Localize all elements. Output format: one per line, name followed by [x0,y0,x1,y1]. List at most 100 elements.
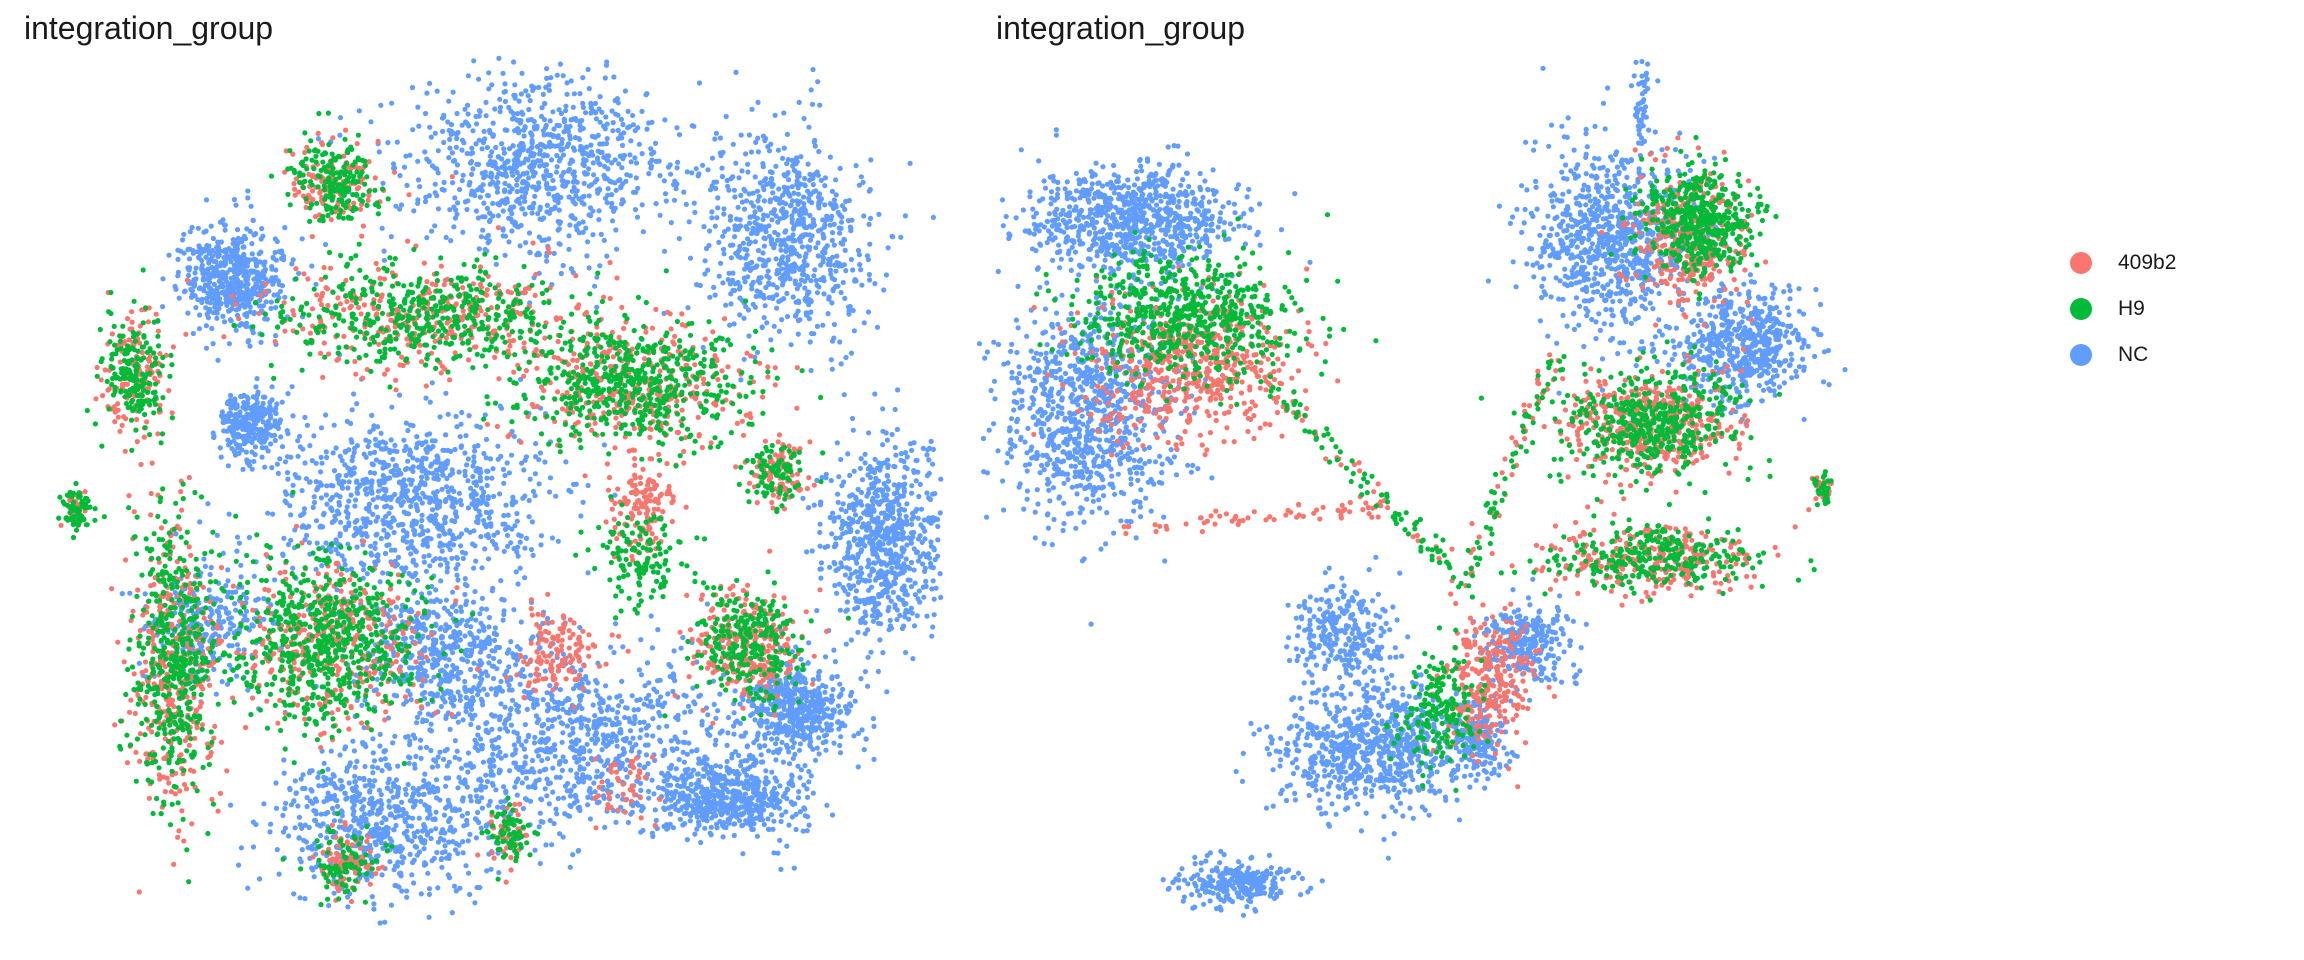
point-nc [206,309,212,315]
point-nc [579,721,585,727]
point-nc [450,89,456,95]
point-nc [822,183,828,189]
point-nc [871,560,877,566]
point-nc [246,338,252,344]
left-scatter-plot [56,55,944,926]
point-nc [502,233,509,239]
point-nc [484,482,490,489]
point-nc [343,472,349,479]
point-nc [528,546,535,553]
point-nc [858,174,865,180]
point-nc [497,96,503,102]
point-nc [176,295,182,301]
point-nc [784,313,791,320]
point-nc [673,714,679,721]
point-nc [848,350,855,356]
point-nc [496,55,502,62]
point-nc [817,521,823,527]
point-nc [621,130,627,136]
point-nc [369,478,375,484]
point-nc [425,543,431,549]
point-nc [713,130,720,136]
point-nc [256,251,262,257]
point-nc [656,158,662,164]
point-nc [454,211,460,217]
point-nc [581,193,587,199]
point-nc [434,88,440,94]
point-nc [509,500,515,506]
point-nc [525,157,531,163]
point-nc [818,575,824,581]
point-nc [519,194,525,200]
point-nc [259,226,265,232]
point-nc [273,304,279,311]
point-nc [586,265,592,271]
point-nc [719,173,726,180]
point-nc [901,474,908,480]
point-nc [519,70,525,76]
point-nc [907,536,913,542]
point-nc [831,518,837,524]
point-nc [486,515,492,521]
point-nc [502,472,508,479]
point-nc [706,242,712,249]
point-nc [463,527,470,533]
point-nc [846,582,852,589]
point-nc [876,558,882,564]
point-nc [799,244,806,250]
point-nc [367,450,373,456]
point-nc [484,205,490,211]
point-nc [567,136,573,142]
point-nc [372,540,378,546]
point-nc [433,458,439,464]
point-nc [381,248,387,254]
point-nc [296,270,302,276]
point-nc [187,229,193,235]
point-nc [427,399,433,405]
point-nc [692,209,698,215]
point-nc [261,271,267,277]
point-nc [878,510,885,516]
point-nc [339,485,346,491]
point-nc [778,297,784,303]
point-nc [696,693,702,700]
point-nc [896,511,903,518]
point-nc [523,184,530,190]
point-nc [547,489,553,495]
point-nc [694,747,700,753]
point-nc [544,793,550,799]
point-nc [576,136,582,142]
point-nc [556,226,562,232]
point-nc [818,500,824,506]
point-nc [645,742,651,748]
point-nc [521,746,528,752]
point-nc [329,507,335,513]
point-nc [600,793,607,799]
point-nc [629,745,636,751]
point-nc [762,303,768,309]
point-nc [829,188,836,194]
point-nc [657,173,663,179]
point-nc [540,697,546,703]
point-nc [424,235,430,241]
point-nc [709,155,716,161]
point-nc [915,596,921,602]
point-nc [636,762,643,768]
point-nc [820,231,826,237]
point-nc [872,548,878,554]
point-nc [930,624,936,630]
point-nc [458,779,464,785]
point-nc [868,157,874,163]
point-nc [815,194,822,200]
point-nc [843,529,849,535]
point-nc [761,243,768,249]
point-nc [804,225,810,231]
point-nc [480,759,486,765]
point-nc [505,524,511,531]
point-nc [598,231,604,237]
point-nc [865,490,872,496]
point-nc [851,537,857,543]
point-nc [538,158,544,164]
point-nc [514,549,520,555]
point-nc [829,531,835,537]
